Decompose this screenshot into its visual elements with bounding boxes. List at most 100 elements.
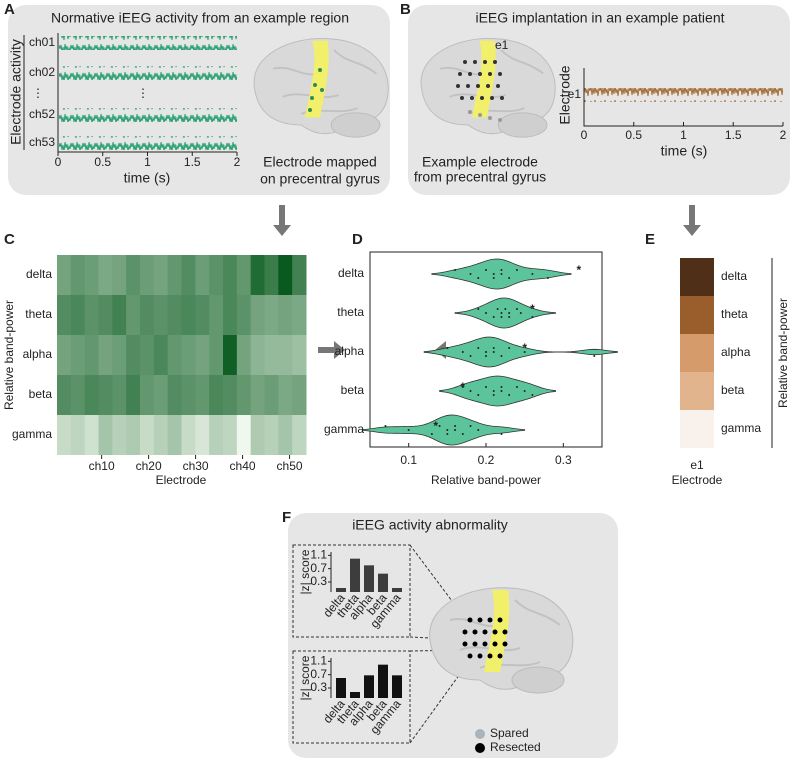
heat-cell xyxy=(126,295,141,335)
y-axis-label: Electrode activity xyxy=(8,39,24,145)
heat-cell xyxy=(209,335,224,375)
heat-cell xyxy=(264,335,279,375)
band-label: beta xyxy=(721,383,745,397)
heat-cell xyxy=(84,255,99,295)
panel-title: iEEG implantation in an example patient xyxy=(475,10,724,26)
heat-cell xyxy=(292,375,307,415)
sample-dot xyxy=(531,273,534,275)
heat-cell xyxy=(140,375,155,415)
trace xyxy=(59,108,237,122)
heat-cell xyxy=(236,295,252,335)
sample-dot xyxy=(546,277,549,279)
heat-cell xyxy=(223,295,238,335)
y-axis-label: |z| score xyxy=(298,655,312,700)
sample-dot xyxy=(407,429,410,431)
patient-star: * xyxy=(433,419,438,433)
band-cell xyxy=(680,410,714,448)
panel-label: B xyxy=(400,1,411,18)
trace xyxy=(59,136,237,150)
sample-dot xyxy=(492,347,495,349)
sample-dot xyxy=(469,273,472,275)
heat-cell xyxy=(140,335,155,375)
sample-dot xyxy=(492,277,495,279)
channel-label: e1 xyxy=(568,87,582,101)
heat-cell xyxy=(167,295,182,335)
heat-cell xyxy=(140,295,155,335)
x-tick-label: ch10 xyxy=(89,459,115,473)
band-label: alpha xyxy=(23,347,53,361)
heat-cell xyxy=(250,295,265,335)
heat-cell xyxy=(57,415,72,455)
sample-dot xyxy=(508,394,511,396)
heat-cell xyxy=(195,415,210,455)
band-label: gamma xyxy=(324,422,364,436)
heat-cell xyxy=(70,295,86,335)
heat-cell xyxy=(112,335,127,375)
caption: Example electrode xyxy=(422,154,538,170)
x-axis-label: Electrode xyxy=(156,473,207,487)
heat-cell xyxy=(84,335,99,375)
sample-dot xyxy=(492,390,495,392)
sample-dot xyxy=(469,355,472,357)
patient-star: * xyxy=(530,302,535,316)
trace xyxy=(59,66,237,80)
heat-cell xyxy=(57,375,72,415)
panel-title: Normative iEEG activity from an example … xyxy=(51,10,349,26)
sample-dot xyxy=(508,277,511,279)
electrodes xyxy=(456,60,504,122)
x-tick-label: 0 xyxy=(55,155,62,169)
heat-cell xyxy=(153,295,169,335)
heat-cell xyxy=(223,375,238,415)
heat-cell xyxy=(223,255,238,295)
band-label: delta xyxy=(26,267,52,281)
band-label: theta xyxy=(721,307,748,321)
heat-cell xyxy=(278,295,293,335)
heat-cell xyxy=(112,375,127,415)
patient-star: * xyxy=(576,263,581,277)
heat-cell xyxy=(126,335,141,375)
bar xyxy=(392,588,402,592)
x-tick-label: 0.3 xyxy=(555,453,572,467)
sample-dot xyxy=(477,308,480,310)
heat-cell xyxy=(195,335,210,375)
sample-dot xyxy=(515,269,518,271)
y-tick-label: 0.3 xyxy=(310,680,327,694)
band-cell xyxy=(680,296,714,334)
sample-dot xyxy=(508,347,511,349)
heat-cell xyxy=(167,255,182,295)
heat-cell xyxy=(57,335,72,375)
y-tick-label: 0.7 xyxy=(310,561,327,575)
sample-dot xyxy=(519,312,522,314)
violin xyxy=(439,375,556,407)
band-label: theta xyxy=(25,307,52,321)
heat-cell xyxy=(84,375,99,415)
heat-cell xyxy=(278,375,293,415)
sample-dot xyxy=(477,347,480,349)
heat-cell xyxy=(181,295,196,335)
column-label: e1 xyxy=(690,458,704,472)
sample-dot xyxy=(500,312,503,314)
x-tick-label: 1.5 xyxy=(184,155,201,169)
heat-cell xyxy=(98,375,113,415)
heat-cell xyxy=(98,335,113,375)
sample-dot xyxy=(492,394,495,396)
heat-cell xyxy=(292,415,307,455)
violin xyxy=(454,297,556,329)
sample-dot xyxy=(454,425,457,427)
heat-cell xyxy=(278,255,293,295)
heat-cell xyxy=(167,415,182,455)
band-cell xyxy=(680,258,714,296)
sample-dot xyxy=(477,277,480,279)
bar xyxy=(350,692,360,698)
band-label: alpha xyxy=(721,345,751,359)
band-label: gamma xyxy=(12,427,52,441)
heat-cell xyxy=(112,415,127,455)
heat-cell xyxy=(98,255,113,295)
x-tick-label: ch20 xyxy=(136,459,162,473)
heat-cell xyxy=(70,375,86,415)
heat-cell xyxy=(223,415,238,455)
panel-label: D xyxy=(352,231,363,248)
x-axis-label: Relative band-power xyxy=(431,473,541,487)
heat-cell xyxy=(250,415,265,455)
sample-dot xyxy=(500,433,503,435)
